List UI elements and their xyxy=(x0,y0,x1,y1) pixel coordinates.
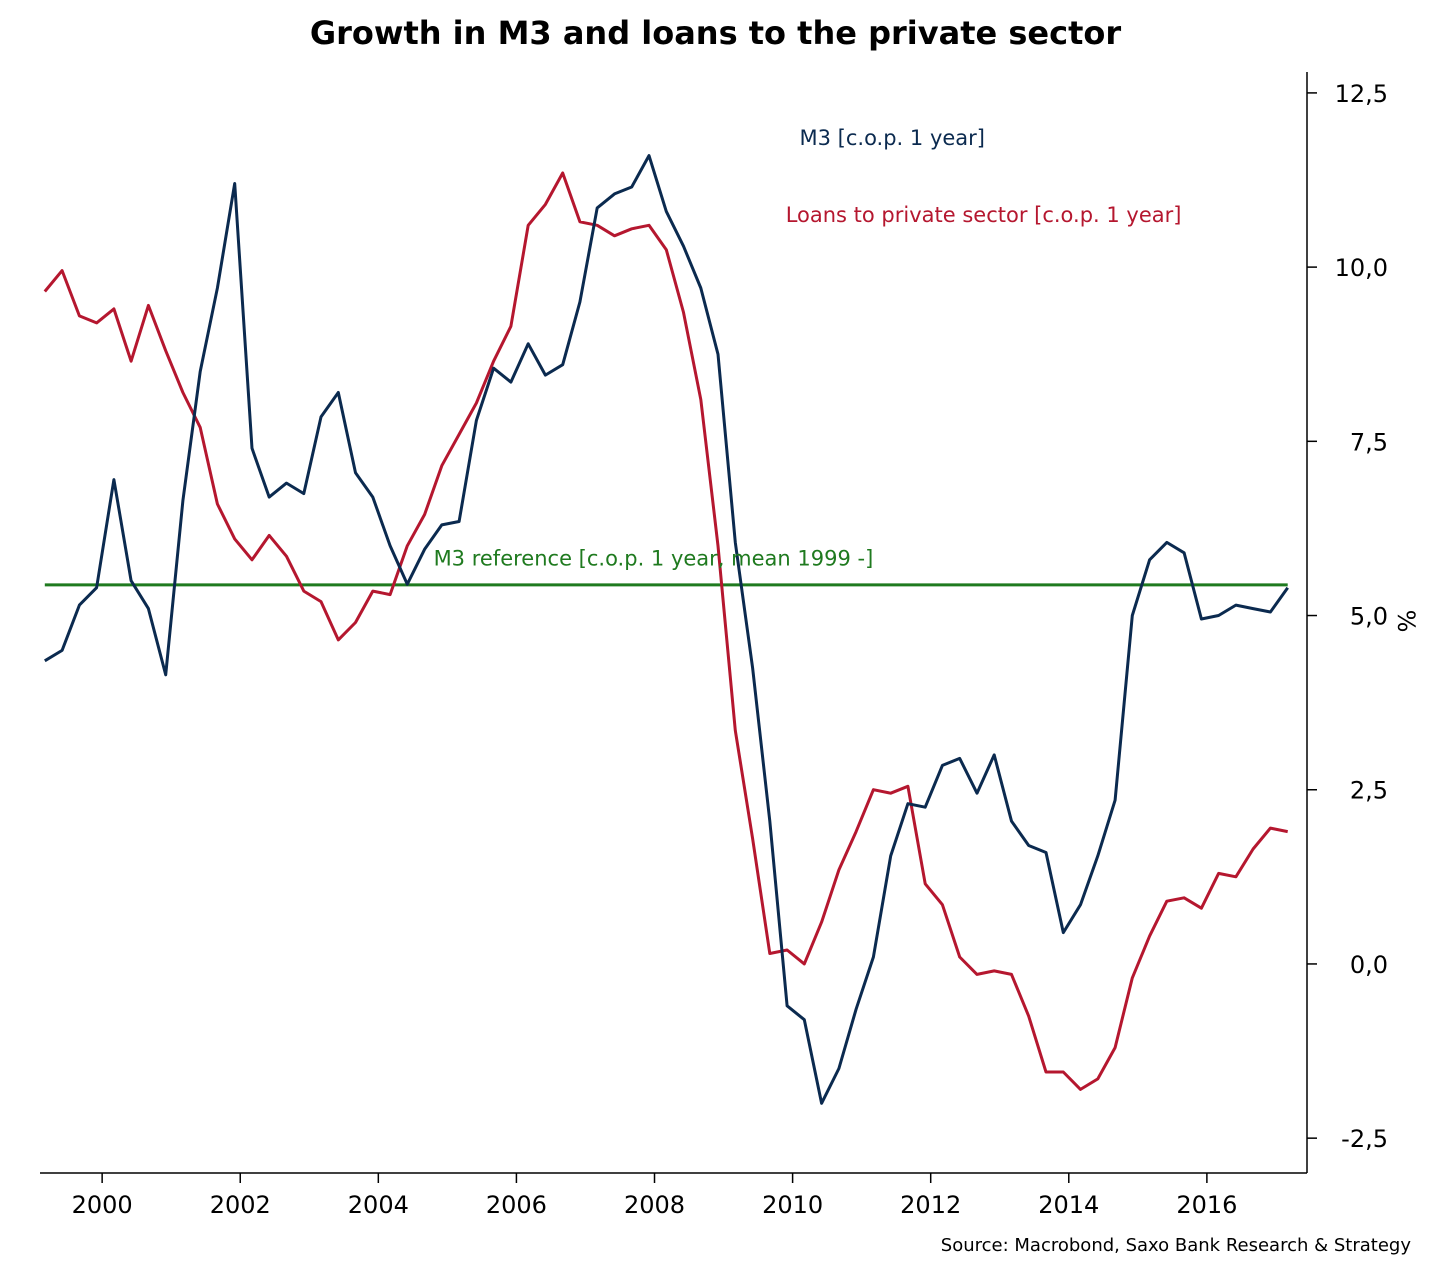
x-tick-label: 2008 xyxy=(624,1191,685,1219)
y-axis-label: % xyxy=(1392,610,1420,633)
x-tick-label: 2002 xyxy=(210,1191,271,1219)
x-tick-label: 2012 xyxy=(900,1191,961,1219)
series-label-1: Loans to private sector [c.o.p. 1 year] xyxy=(786,203,1182,227)
series-label-2: M3 reference [c.o.p. 1 year, mean 1999 -… xyxy=(434,546,874,570)
y-tick-label: 7,5 xyxy=(1350,428,1388,456)
source-note: Source: Macrobond, Saxo Bank Research & … xyxy=(940,1235,1411,1256)
y-tick-label: -2,5 xyxy=(1341,1125,1388,1153)
chart-title: Growth in M3 and loans to the private se… xyxy=(309,14,1122,52)
series-line-0 xyxy=(44,154,1289,1105)
y-tick-label: 0,0 xyxy=(1350,951,1388,979)
x-tick-label: 2014 xyxy=(1038,1191,1099,1219)
y-tick-label: 12,5 xyxy=(1335,80,1388,108)
series-line-1 xyxy=(43,171,1288,1091)
y-tick-label: 2,5 xyxy=(1350,777,1388,805)
axes: 2000 2002 2004 2006 2008 2010 2012 2014 2016 -2,5… xyxy=(40,72,1420,1219)
series-labels: M3 [c.o.p. 1 year] Loans to private secto… xyxy=(434,126,1182,570)
y-tick-label: 10,0 xyxy=(1335,254,1388,282)
series-label-0: M3 [c.o.p. 1 year] xyxy=(800,126,985,150)
x-tick-label: 2006 xyxy=(486,1191,547,1219)
x-tick-label: 2010 xyxy=(762,1191,823,1219)
series-layer xyxy=(43,154,1289,1105)
x-tick-label: 2000 xyxy=(72,1191,133,1219)
x-tick-label: 2016 xyxy=(1176,1191,1237,1219)
y-tick-label: 5,0 xyxy=(1350,603,1388,631)
x-tick-label: 2004 xyxy=(348,1191,409,1219)
